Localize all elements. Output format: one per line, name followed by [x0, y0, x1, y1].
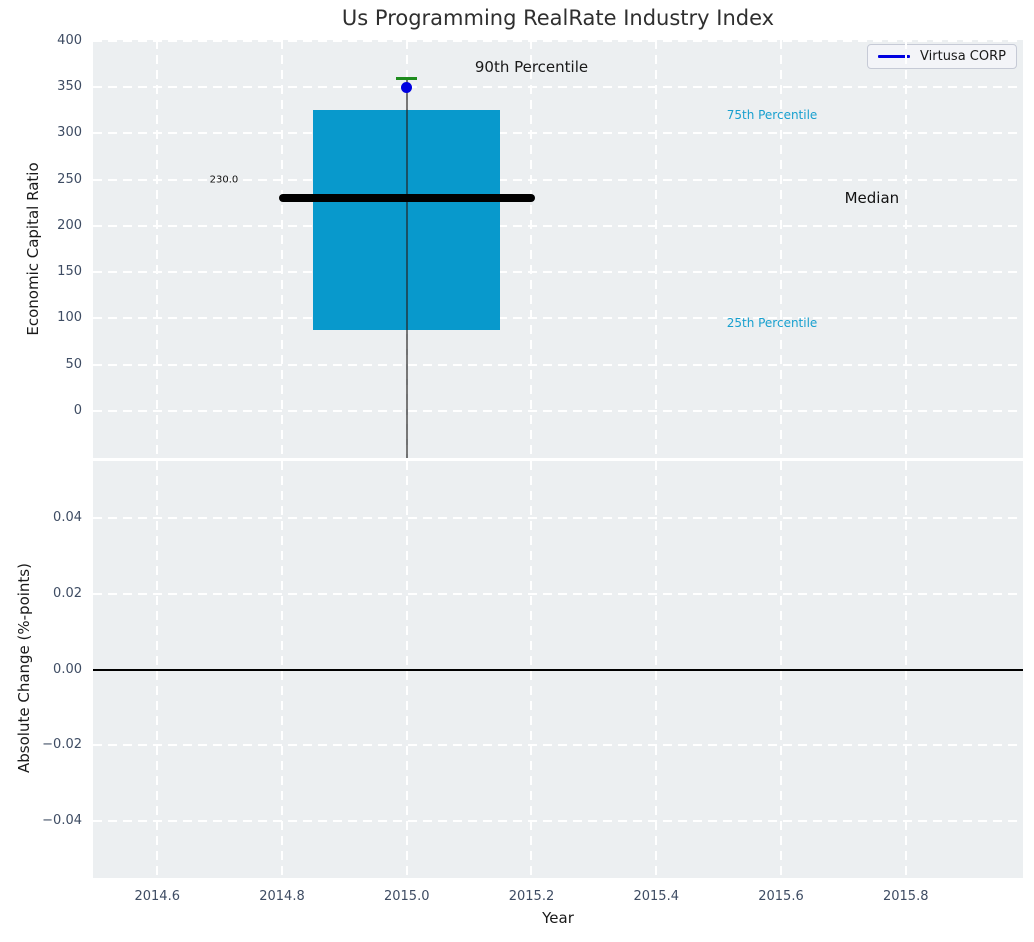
median-line	[278, 194, 535, 203]
h-gridline	[93, 820, 1023, 823]
y-tick-label: 100	[57, 310, 82, 326]
legend-line-sample	[878, 55, 911, 58]
annotation-median: Median	[844, 189, 900, 208]
y-tick-label: 0	[73, 402, 82, 418]
h-gridline	[93, 516, 1023, 519]
y-tick-label: 0.00	[53, 661, 82, 677]
p90-cap	[396, 76, 418, 80]
h-gridline	[93, 40, 1023, 42]
y-tick-label: 0.02	[53, 585, 82, 601]
x-tick-label: 2014.8	[259, 889, 305, 904]
h-gridline	[93, 592, 1023, 595]
x-tick-label: 2015.6	[758, 889, 804, 904]
company-marker	[401, 81, 413, 93]
y-tick-label: 50	[65, 356, 82, 372]
y-tick-label: 300	[57, 125, 82, 141]
chart-title: Us Programming RealRate Industry Index	[341, 6, 775, 30]
annotation-median-value: 230.0	[209, 174, 239, 186]
h-gridline	[93, 271, 1023, 274]
y-tick-label: −0.02	[42, 737, 82, 753]
h-gridline	[93, 744, 1023, 747]
h-gridline	[93, 409, 1023, 412]
zero-line	[93, 668, 1023, 671]
y-tick-label: 400	[57, 32, 82, 48]
v-gridline	[655, 40, 658, 458]
bottom-axes	[93, 461, 1023, 878]
x-tick-label: 2015.0	[383, 889, 430, 904]
y-tick-label: 350	[57, 79, 82, 95]
whisker-line	[405, 77, 408, 458]
annotation-p25: 25th Percentile	[726, 315, 818, 330]
y-tick-label: −0.04	[42, 813, 82, 829]
v-gridline	[280, 40, 283, 458]
h-gridline	[93, 363, 1023, 366]
y-tick-label: 0.04	[53, 509, 82, 525]
v-gridline	[530, 40, 533, 458]
h-gridline	[93, 178, 1023, 181]
y-tick-label: 150	[57, 264, 82, 280]
annotation-p75: 75th Percentile	[726, 107, 818, 122]
y-tick-label: 200	[57, 217, 82, 233]
h-gridline	[93, 86, 1023, 89]
legend: Virtusa CORP	[867, 44, 1017, 69]
v-gridline	[779, 40, 782, 458]
v-gridline	[156, 40, 159, 458]
x-tick-label: 2015.4	[633, 889, 679, 904]
v-gridline	[904, 40, 907, 458]
x-axis-label: Year	[542, 909, 574, 927]
y-tick-label: 250	[57, 171, 82, 187]
top-axes: Virtusa CORP 230.0 90th Percentile 75th Pe…	[93, 40, 1023, 458]
h-gridline	[93, 224, 1023, 227]
legend-label: Virtusa CORP	[920, 49, 1006, 64]
h-gridline	[93, 317, 1023, 320]
x-tick-label: 2015.8	[882, 889, 929, 904]
x-tick-label: 2014.6	[134, 889, 180, 904]
h-gridline	[93, 132, 1023, 135]
x-tick-label: 2015.2	[508, 889, 555, 904]
annotation-p90: 90th Percentile	[474, 57, 589, 76]
